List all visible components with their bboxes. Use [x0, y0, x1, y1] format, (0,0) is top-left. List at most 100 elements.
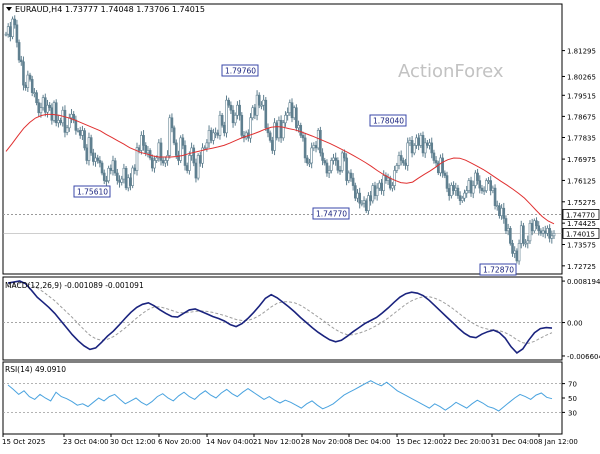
rsi-line	[7, 380, 553, 412]
candle-body	[297, 125, 300, 129]
candle-body	[303, 137, 307, 159]
candle-body	[454, 187, 458, 191]
candle-body	[395, 165, 399, 171]
candle-body	[185, 165, 189, 171]
candle-body	[43, 97, 47, 113]
candle-body	[415, 137, 418, 146]
candle-body	[380, 182, 383, 191]
candle-body	[48, 104, 51, 109]
price-axis-label: 1.77835	[567, 134, 596, 142]
time-axis-label: 30 Oct 12:00	[110, 438, 156, 446]
candle-body	[277, 119, 281, 139]
candle-body	[15, 24, 19, 43]
candle-body	[286, 112, 289, 116]
candle-body	[301, 135, 305, 139]
price-panel-frame	[2, 3, 563, 275]
candle-body	[249, 117, 252, 139]
swing-price-label: 1.75610	[77, 188, 108, 197]
candle-body	[332, 157, 335, 161]
candle-body	[192, 147, 196, 164]
candle-body	[292, 107, 296, 119]
candle-body	[129, 177, 132, 186]
candle-body	[190, 147, 193, 156]
time-axis-label: 22 Dec 20:00	[443, 438, 490, 446]
candle-body	[421, 135, 425, 154]
candle-body	[83, 130, 86, 149]
candle-body	[430, 142, 434, 154]
candle-body	[548, 227, 551, 239]
candle-body	[111, 160, 115, 171]
candle-body	[102, 172, 106, 181]
swing-price-label-box	[369, 114, 407, 127]
macd-signal-line	[7, 282, 553, 344]
candle-body	[522, 225, 525, 244]
macd-axis-label: -0.006604	[567, 353, 600, 361]
candle-body	[118, 180, 121, 183]
candle-body	[367, 195, 370, 212]
candle-body	[360, 202, 364, 205]
time-axis-label: 14 Nov 04:00	[206, 438, 253, 446]
candle-body	[434, 160, 438, 164]
candle-body	[345, 157, 348, 181]
swing-price-label-box	[312, 207, 350, 220]
candle-body	[37, 102, 41, 114]
candle-body	[319, 130, 322, 154]
candle-body	[491, 187, 495, 191]
candle-body	[260, 104, 263, 107]
candle-body	[65, 127, 69, 133]
candle-body	[144, 145, 148, 154]
candle-body	[194, 162, 198, 179]
time-axis-label: 23 Oct 04:00	[63, 438, 109, 446]
candle-body	[517, 243, 521, 262]
candle-body	[543, 230, 547, 234]
candle-body	[159, 142, 163, 161]
price-axis-label: 1.81295	[567, 48, 596, 56]
candle-body	[399, 155, 403, 161]
candle-body	[39, 107, 43, 114]
candle-body	[343, 152, 346, 159]
candle-body	[498, 205, 501, 217]
candle-body	[35, 92, 38, 104]
price-axis-label: 1.72725	[567, 263, 596, 271]
candle-body	[11, 18, 14, 37]
candle-body	[100, 162, 104, 174]
swing-price-label-box	[221, 64, 259, 77]
candle-body	[334, 157, 337, 161]
candle-body	[220, 114, 224, 126]
candle-body	[59, 119, 62, 124]
moving-average-line	[5, 113, 555, 225]
symbol-dropdown-icon	[6, 7, 12, 11]
candle-body	[203, 147, 206, 150]
candle-body	[362, 200, 366, 204]
candle-body	[524, 242, 527, 245]
candle-body	[432, 152, 436, 161]
candle-body	[229, 104, 233, 111]
candle-body	[275, 122, 279, 139]
candle-body	[264, 99, 268, 129]
candle-body	[181, 137, 185, 146]
candle-body	[148, 150, 152, 159]
candle-body	[236, 104, 239, 116]
candle-body	[164, 160, 167, 164]
time-axis-label: 15 Oct 2025	[2, 438, 45, 446]
time-axis-label: 15 Dec 12:00	[396, 438, 443, 446]
candle-body	[404, 162, 407, 166]
candle-body	[423, 142, 427, 154]
swing-price-label-box	[479, 263, 517, 276]
swing-price-label: 1.74770	[316, 210, 347, 219]
candle-body	[268, 132, 272, 141]
candle-body	[419, 135, 423, 146]
candle-body	[271, 140, 274, 151]
candle-body	[539, 230, 543, 234]
candle-body	[528, 222, 532, 242]
candle-body	[122, 167, 126, 180]
candle-body	[137, 147, 141, 151]
candle-body	[116, 172, 119, 181]
candle-body	[28, 74, 32, 80]
candle-body	[109, 167, 113, 171]
candle-body	[338, 169, 342, 172]
candle-body	[515, 250, 519, 262]
candle-body	[231, 109, 235, 124]
candle-body	[412, 145, 416, 154]
